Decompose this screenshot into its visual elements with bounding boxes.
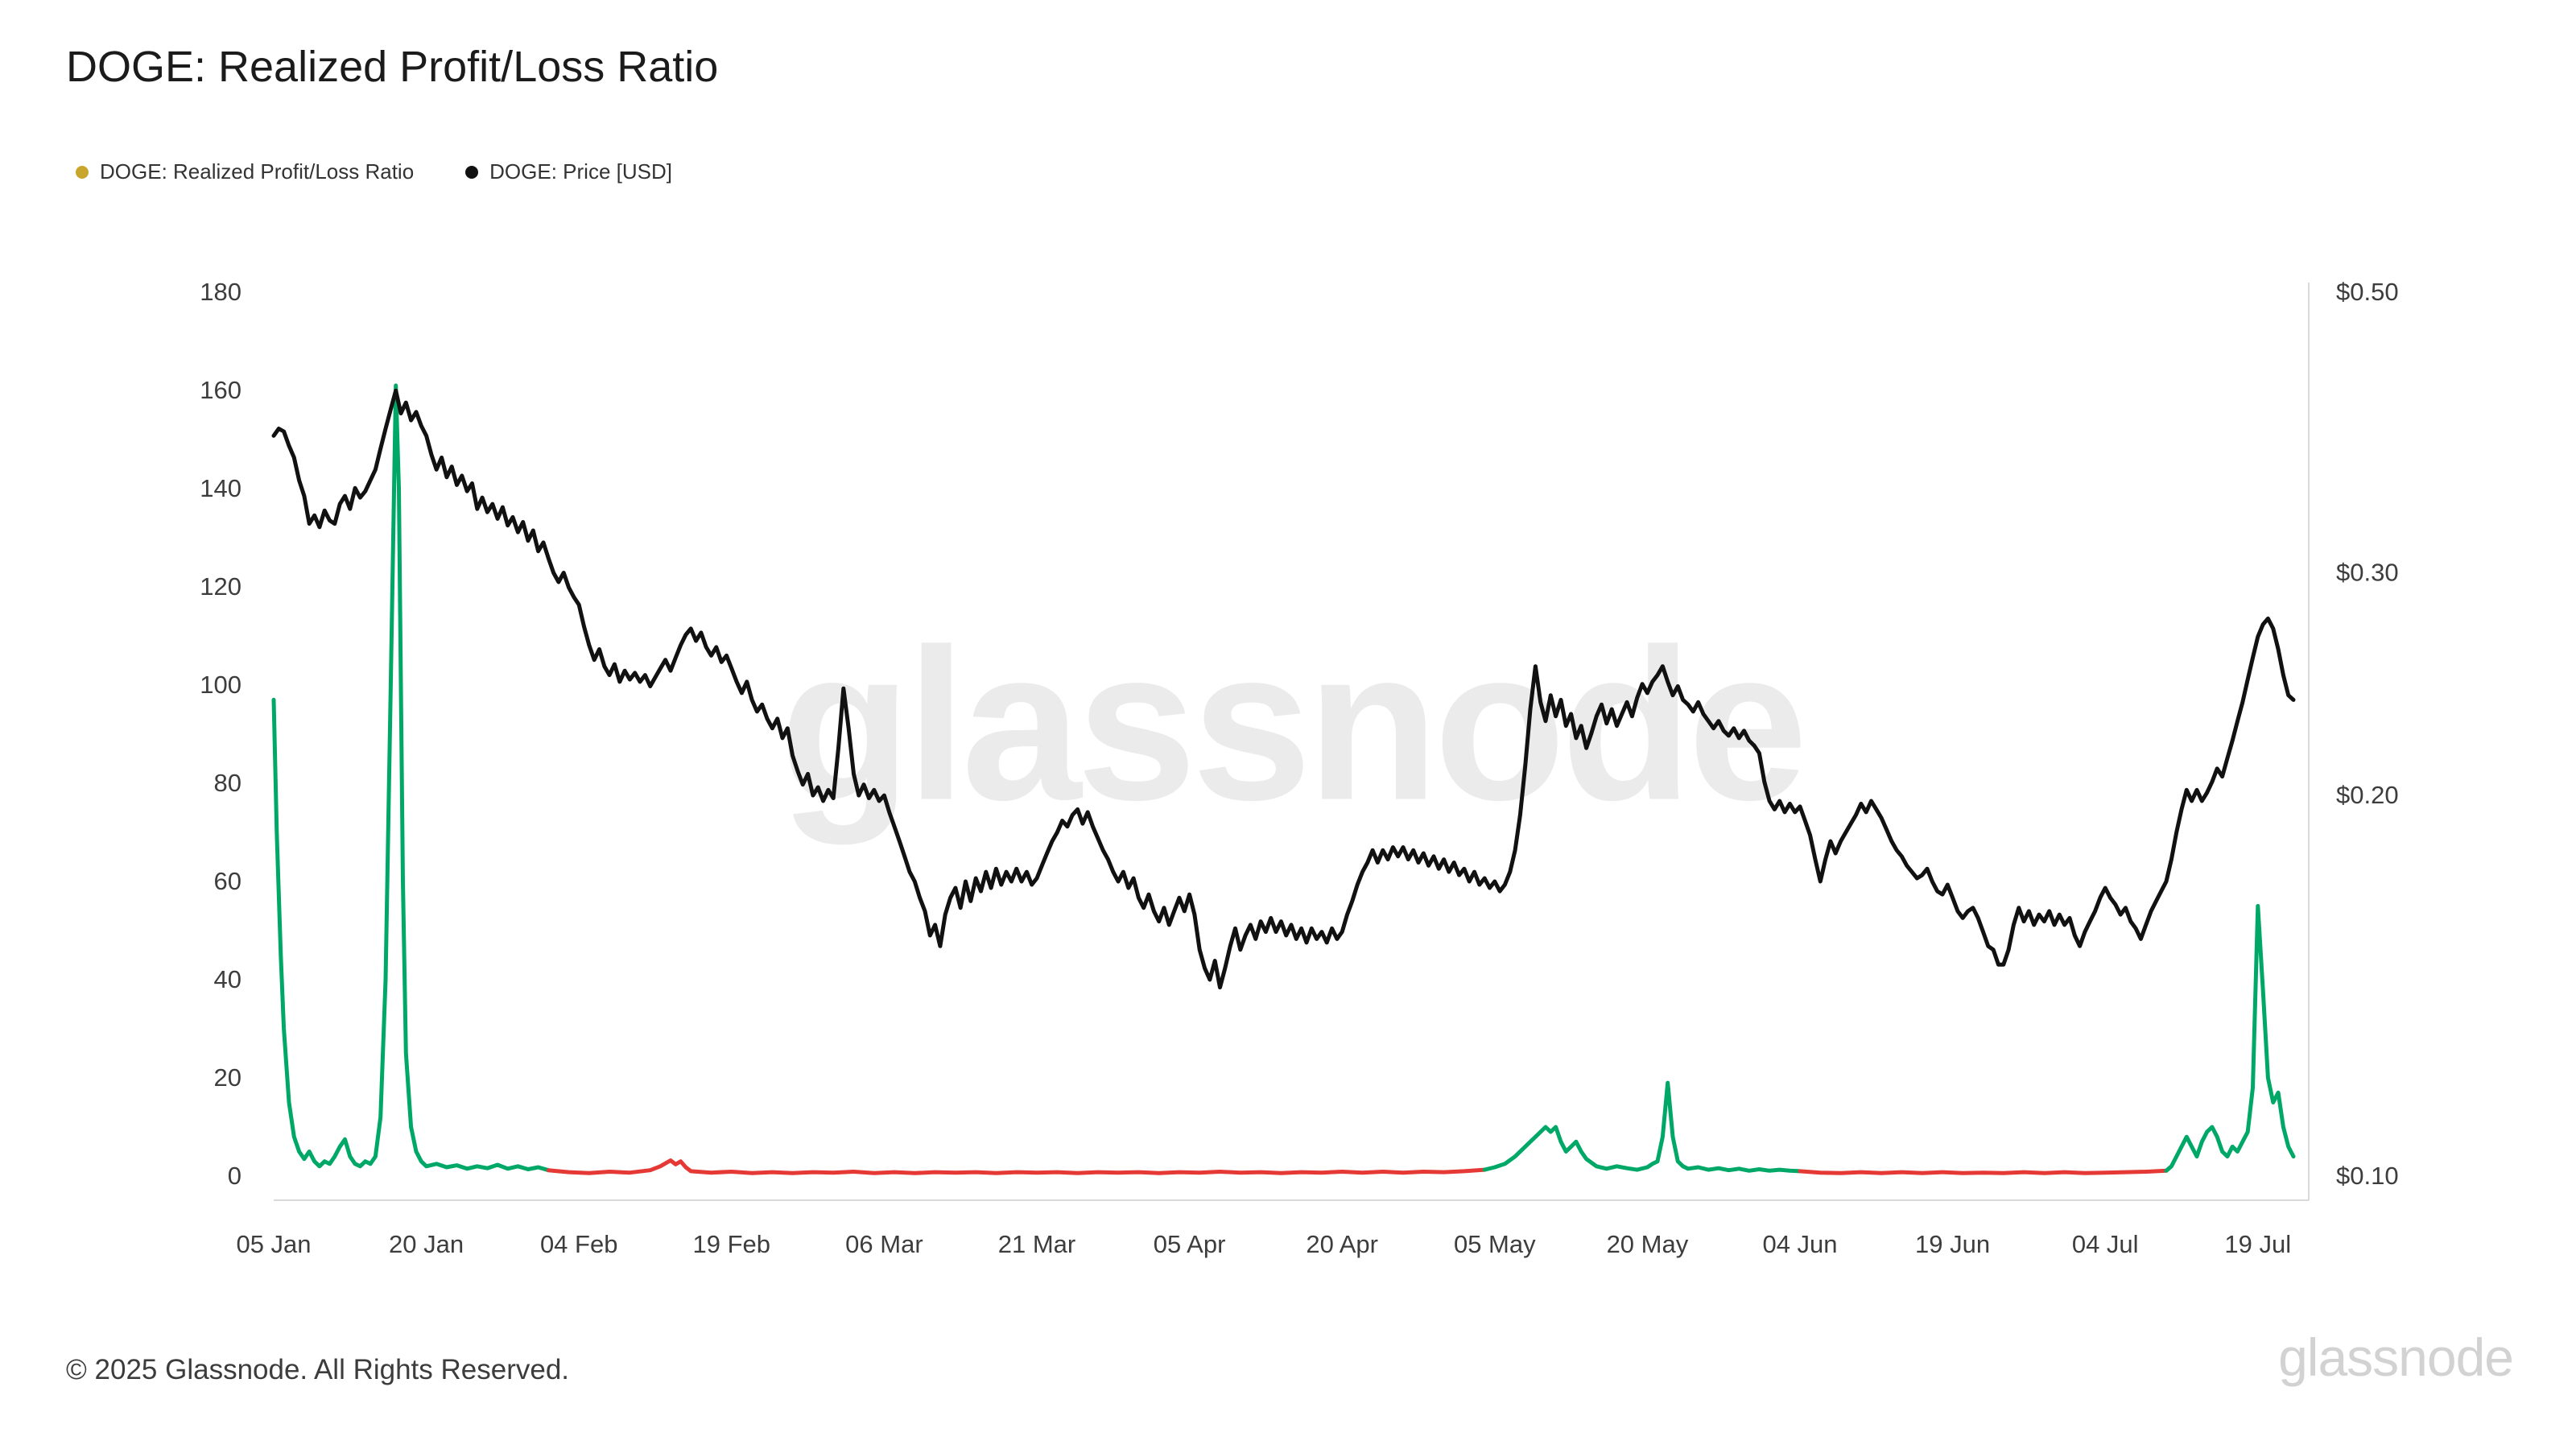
legend-label-ratio: DOGE: Realized Profit/Loss Ratio [100,159,415,184]
right-axis-tick-label: $0.10 [2336,1162,2399,1190]
legend-label-price: DOGE: Price [USD] [489,159,672,184]
x-axis-tick-label: 04 Jun [1762,1230,1837,1258]
legend-swatch-ratio-icon [76,165,89,179]
x-axis-tick-label: 19 Jun [1915,1230,1990,1258]
x-axis-tick-label: 20 Jan [389,1230,464,1258]
x-axis-tick-label: 05 Jan [236,1230,311,1258]
right-axis-tick-label: $0.30 [2336,558,2399,586]
ratio-line-segment [546,1158,1487,1175]
left-axis-tick-label: 80 [214,769,242,797]
left-axis-tick-label: 180 [200,278,242,306]
legend-item-ratio[interactable]: DOGE: Realized Profit/Loss Ratio [76,159,414,184]
left-axis-tick-label: 20 [214,1063,242,1092]
right-axis-tick-label: $0.20 [2336,781,2399,809]
price-line [271,388,2296,990]
ratio-line-segment [271,383,551,1173]
x-axis-tick-label: 04 Feb [540,1230,618,1258]
x-axis-tick-label: 20 May [1607,1230,1689,1258]
x-axis-tick-label: 19 Jul [2224,1230,2291,1258]
chart-title: DOGE: Realized Profit/Loss Ratio [66,43,719,91]
legend-item-price[interactable]: DOGE: Price [USD] [465,159,672,184]
left-axis-tick-label: 120 [200,572,242,601]
right-axis-tick-label: $0.50 [2336,278,2399,306]
x-axis-tick-label: 06 Mar [845,1230,923,1258]
left-axis-tick-label: 0 [228,1162,242,1190]
ratio-line-segment [1482,1080,1802,1174]
left-axis-tick-label: 140 [200,474,242,502]
left-axis-tick-label: 160 [200,376,242,404]
ratio-line-segment [1798,1168,2169,1175]
footer-copyright: © 2025 Glassnode. All Rights Reserved. [66,1354,570,1385]
watermark-glassnode: glassnode [779,603,1807,845]
x-axis-tick-label: 19 Feb [693,1230,771,1258]
left-axis-tick-label: 60 [214,867,242,895]
ratio-line-segment [2164,904,2296,1173]
legend: DOGE: Realized Profit/Loss Ratio DOGE: P… [76,159,672,184]
x-axis-tick-label: 05 Apr [1154,1230,1226,1258]
x-axis-tick-label: 21 Mar [998,1230,1075,1258]
left-axis-tick-label: 40 [214,965,242,993]
legend-swatch-price-icon [465,165,479,179]
footer-logo-glassnode: glassnode [2278,1327,2514,1387]
x-axis-tick-label: 20 Apr [1306,1230,1378,1258]
left-axis-tick-label: 100 [200,671,242,699]
x-axis-tick-label: 04 Jul [2072,1230,2139,1258]
x-axis-tick-label: 05 May [1454,1230,1536,1258]
